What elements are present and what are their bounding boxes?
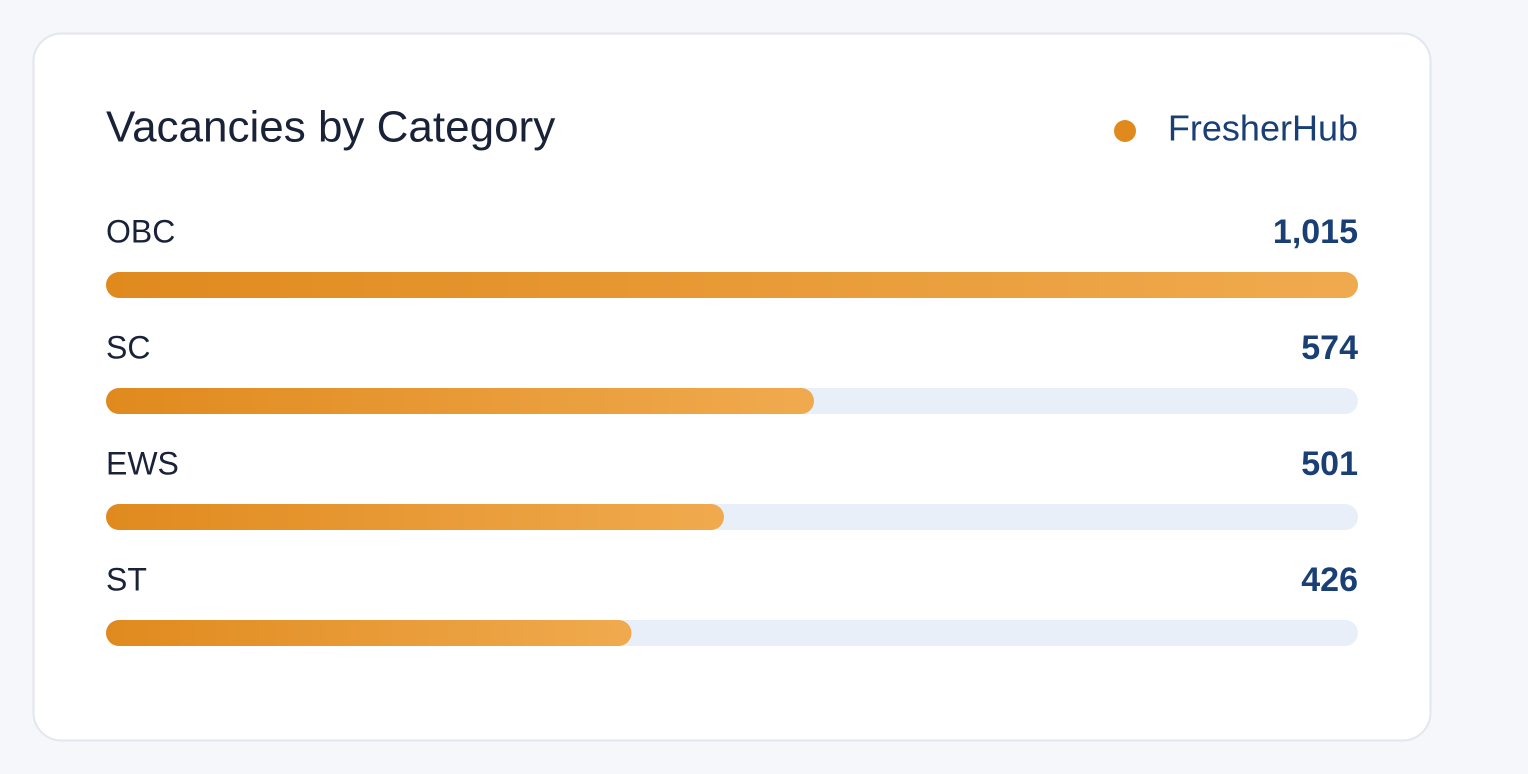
legend-label: FresherHub [1168,108,1358,149]
bar [106,272,1358,298]
category-label: OBC [106,213,175,249]
category-label: SC [106,329,150,365]
value-label: 1,015 [1273,213,1358,251]
bar [106,388,815,414]
bar [106,504,724,530]
bar [106,620,632,646]
category-label: ST [106,561,147,597]
category-label: EWS [106,445,179,481]
value-label: 574 [1301,329,1358,367]
card [32,32,1432,742]
value-label: 426 [1301,561,1358,599]
legend-marker [1114,120,1136,142]
value-label: 501 [1301,445,1358,483]
chart-title: Vacancies by Category [106,103,555,152]
